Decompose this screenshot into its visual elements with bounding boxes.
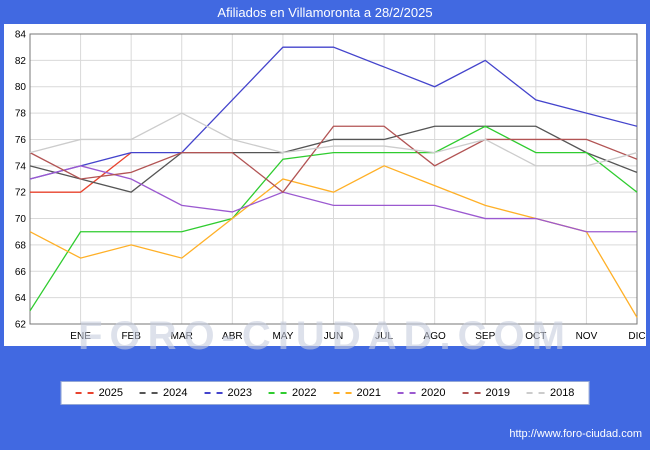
legend-label: 2025 [98, 387, 124, 399]
legend-label: 2018 [549, 387, 575, 399]
legend-label: 2020 [420, 387, 446, 399]
legend-label: 2023 [227, 387, 253, 399]
x-tick-label: FEB [121, 331, 141, 342]
y-tick-label: 62 [15, 320, 27, 331]
x-tick-label: ABR [222, 331, 243, 342]
legend-swatch [397, 392, 416, 394]
y-tick-label: 68 [15, 240, 27, 251]
y-tick-label: 72 [15, 188, 27, 199]
x-tick-label: JUN [324, 331, 343, 342]
legend-swatch [333, 392, 352, 394]
x-tick-label: NOV [576, 331, 598, 342]
x-tick-label: MAR [171, 331, 193, 342]
x-tick-label: DIC [628, 331, 645, 342]
chart-area: 62 64 66 68 70 72 74 76 78 80 82 84 ENE FEB MAR ABR MAY J… [4, 24, 646, 346]
legend-label: 2021 [356, 387, 381, 399]
x-tick-label: OCT [525, 331, 546, 342]
series-line-2020 [29, 165, 637, 233]
y-tick-label: 82 [15, 56, 27, 67]
legend-swatch [75, 392, 94, 394]
y-tick-label: 64 [15, 293, 27, 304]
x-tick-label: AGO [424, 331, 446, 342]
y-tick-label: 66 [15, 267, 27, 278]
legend-item-2025: 2025 [75, 387, 124, 399]
x-tick-label: SEP [475, 331, 495, 342]
series-line-2024 [29, 125, 638, 193]
legend-item-2019: 2019 [462, 387, 510, 399]
y-tick-label: 84 [15, 30, 27, 41]
series-line-2018 [29, 112, 638, 167]
legend-label: 2019 [485, 387, 510, 399]
y-tick-label: 70 [15, 214, 27, 225]
legend-item-2023: 2023 [204, 387, 253, 399]
legend-swatch [462, 392, 481, 394]
legend-item-2024: 2024 [140, 387, 188, 399]
legend-item-2021: 2021 [333, 387, 381, 399]
footer-url-link[interactable]: http://www.foro-ciudad.com [509, 428, 642, 440]
legend-swatch [526, 392, 545, 394]
x-tick-label: MAY [272, 331, 293, 342]
line-chart: 62 64 66 68 70 72 74 76 78 80 82 84 ENE FEB MAR ABR MAY J… [15, 30, 646, 343]
legend: 2025 2024 2023 2022 2021 2020 2019 2018 [60, 381, 590, 405]
y-tick-label: 76 [15, 135, 27, 146]
series-line-2022 [29, 125, 638, 312]
series-line-2025 [30, 152, 132, 193]
legend-swatch [204, 392, 223, 394]
legend-item-2022: 2022 [269, 387, 317, 399]
page-title: Afiliados en Villamoronta a 28/2/2025 [217, 5, 433, 20]
legend-swatch [140, 392, 159, 394]
series-line-2023 [29, 46, 638, 180]
legend-item-2018: 2018 [526, 387, 575, 399]
legend-item-2020: 2020 [397, 387, 446, 399]
y-tick-label: 78 [15, 109, 27, 120]
legend-label: 2024 [163, 387, 188, 399]
x-tick-label: ENE [70, 331, 91, 342]
x-tick-label: JUL [375, 331, 393, 342]
series-line-2019 [29, 125, 638, 194]
y-tick-label: 80 [15, 82, 27, 93]
legend-swatch [269, 392, 288, 394]
legend-label: 2022 [292, 387, 317, 399]
y-tick-label: 74 [15, 161, 27, 172]
